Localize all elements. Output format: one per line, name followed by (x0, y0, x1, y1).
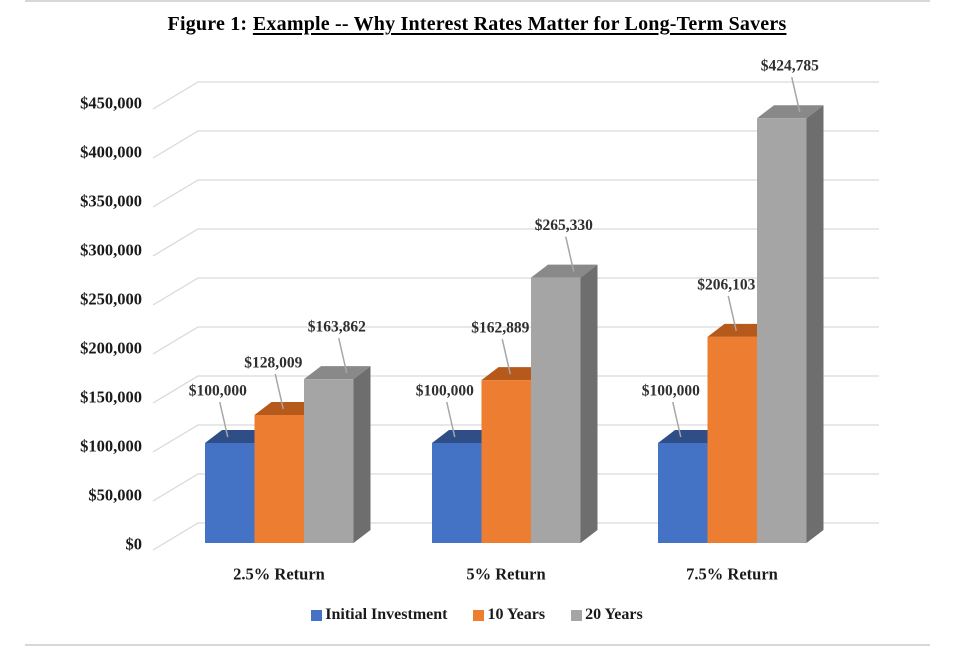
y-tick-label: $200,000 (80, 339, 142, 358)
legend-swatch-icon (473, 609, 485, 621)
leader-line (501, 338, 511, 375)
leader-line (274, 373, 284, 410)
bar-side (353, 366, 371, 543)
data-label: $100,000 (416, 383, 474, 400)
gridline (152, 522, 879, 551)
leader-line (727, 295, 737, 332)
gridline (152, 179, 879, 208)
gridline (152, 375, 879, 404)
legend-item: 20 Years (571, 606, 643, 624)
legend-label: 20 Years (585, 606, 643, 623)
y-tick-label: $450,000 (80, 94, 142, 113)
data-label: $206,103 (697, 276, 755, 293)
data-label: $424,785 (761, 58, 819, 75)
legend-item: Initial Investment (311, 606, 447, 624)
leader-line (219, 401, 229, 438)
y-tick-label: $50,000 (88, 486, 142, 505)
figure-title-underlined: Example -- Why Interest Rates Matter for… (252, 13, 787, 35)
gridline (152, 81, 879, 110)
y-tick-label: $250,000 (80, 290, 142, 309)
leader-line (338, 337, 348, 374)
bar-front (481, 380, 531, 543)
leader-line (791, 77, 801, 113)
gridline (152, 277, 879, 306)
data-label: $128,009 (244, 354, 302, 371)
y-tick-label: $300,000 (80, 241, 142, 260)
leader-line (565, 236, 575, 272)
leader-line (672, 401, 682, 438)
category-label: 2.5% Return (233, 565, 325, 584)
gridline (152, 130, 879, 159)
bar-front (432, 443, 482, 543)
figure-title-prefix: Figure 1: (167, 13, 248, 35)
y-tick-label: $400,000 (80, 143, 142, 162)
data-label: $265,330 (535, 217, 593, 234)
bar-front (707, 336, 757, 543)
data-label: $100,000 (189, 383, 247, 400)
data-label: $100,000 (642, 383, 700, 400)
gridline (152, 473, 879, 502)
bar-front (658, 443, 708, 543)
gridline (152, 228, 879, 257)
y-tick-label: $350,000 (80, 192, 142, 211)
data-label: $163,862 (308, 319, 366, 336)
bottom-divider (25, 644, 930, 646)
y-tick-label: $100,000 (80, 437, 142, 456)
gridline (152, 326, 879, 355)
gridline (152, 424, 879, 453)
y-tick-label: $150,000 (80, 388, 142, 407)
category-label: 7.5% Return (686, 565, 778, 584)
top-divider (25, 0, 930, 2)
legend-label: Initial Investment (325, 606, 448, 623)
bar-front (205, 443, 255, 543)
bar-front (304, 379, 354, 543)
legend-swatch-icon (571, 609, 583, 621)
y-tick-label: $0 (126, 535, 143, 554)
bar-front (254, 414, 304, 543)
legend-label: 10 Years (487, 606, 546, 623)
leader-line (446, 401, 456, 438)
bar-top (757, 105, 824, 119)
bar-front (531, 277, 581, 543)
data-label: $162,889 (471, 320, 529, 337)
bar-front (757, 118, 807, 543)
legend-swatch-icon (311, 609, 323, 621)
figure-title: Figure 1: Example -- Why Interest Rates M… (0, 13, 954, 36)
bar-chart-3d: $0 $50,000 $100,000 $150,000 $200,000 $250,00… (80, 58, 879, 584)
bar-top (304, 366, 371, 380)
bar-side (806, 105, 824, 543)
bar-top (531, 264, 598, 278)
legend-item: 10 Years (473, 606, 545, 624)
bar-side (580, 264, 598, 543)
category-label: 5% Return (466, 565, 545, 584)
chart-legend: Initial Investment 10 Years 20 Years (0, 606, 954, 624)
